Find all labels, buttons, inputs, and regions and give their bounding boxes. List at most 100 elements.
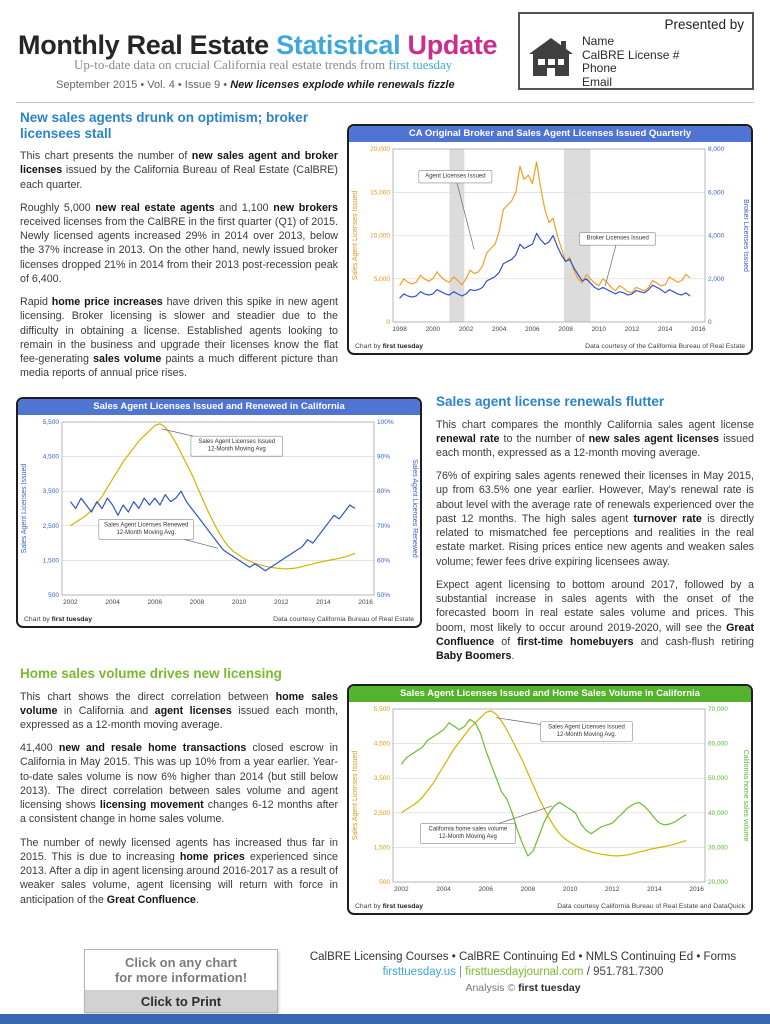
paragraph: This chart compares the monthly Californ… bbox=[436, 418, 754, 459]
chart-broker-agent-quarterly[interactable]: CA Original Broker and Sales Agent Licen… bbox=[347, 124, 753, 355]
svg-text:2002: 2002 bbox=[394, 886, 409, 893]
svg-text:2012: 2012 bbox=[625, 326, 640, 333]
svg-text:2004: 2004 bbox=[436, 886, 451, 893]
svg-text:2014: 2014 bbox=[647, 886, 662, 893]
svg-text:12-Month Moving Avg.: 12-Month Moving Avg. bbox=[557, 732, 617, 738]
svg-text:2010: 2010 bbox=[563, 886, 578, 893]
chart-credit: Chart by first tuesday bbox=[24, 616, 92, 623]
svg-text:2010: 2010 bbox=[592, 326, 607, 333]
chart-footer: Chart by first tuesday Data courtesy Cal… bbox=[349, 900, 751, 913]
svg-text:0: 0 bbox=[708, 319, 712, 326]
svg-text:4,500: 4,500 bbox=[374, 741, 391, 748]
title-part-update: Update bbox=[407, 30, 498, 61]
svg-text:2,500: 2,500 bbox=[374, 810, 391, 817]
issue-line: September 2015 • Vol. 4 • Issue 9 • New … bbox=[56, 79, 455, 91]
svg-text:500: 500 bbox=[48, 592, 59, 599]
svg-text:Broker Licenses Issued: Broker Licenses Issued bbox=[742, 199, 749, 272]
paragraph: Roughly 5,000 new real estate agents and… bbox=[20, 201, 338, 285]
svg-text:2016: 2016 bbox=[691, 326, 706, 333]
svg-text:1998: 1998 bbox=[392, 326, 407, 333]
svg-text:8,000: 8,000 bbox=[708, 146, 725, 153]
svg-text:90%: 90% bbox=[377, 454, 390, 461]
svg-text:80%: 80% bbox=[377, 488, 390, 495]
svg-text:2006: 2006 bbox=[525, 326, 540, 333]
presented-by-license: CalBRE License # bbox=[582, 47, 680, 62]
footer-analysis-line: Analysis © first tuesday bbox=[290, 982, 756, 994]
svg-text:2006: 2006 bbox=[148, 599, 163, 606]
section-heading: Home sales volume drives new licensing bbox=[20, 666, 282, 681]
title-part-main: Monthly Real Estate bbox=[18, 30, 277, 61]
footer-separator: | bbox=[455, 966, 466, 978]
chart-plot-area: 500 1,500 2,500 3,500 4,500 5,500 50% 60% 70% 80%… bbox=[18, 415, 420, 613]
subtitle-text: Up-to-date data on crucial California re… bbox=[74, 57, 389, 72]
svg-text:500: 500 bbox=[379, 879, 390, 886]
svg-text:Sales Agent Licenses Renewed: Sales Agent Licenses Renewed bbox=[411, 459, 418, 558]
chart-issued-home-sales[interactable]: Sales Agent Licenses Issued and Home Sal… bbox=[347, 684, 753, 915]
svg-text:60,000: 60,000 bbox=[708, 741, 728, 748]
svg-text:Sales Agent Licenses Issued: Sales Agent Licenses Issued bbox=[352, 191, 359, 281]
presented-by-phone: Phone bbox=[582, 61, 617, 75]
svg-text:2016: 2016 bbox=[358, 599, 373, 606]
footer-contact-line: firsttuesday.us | firsttuesdayjournal.co… bbox=[290, 966, 756, 978]
svg-text:2010: 2010 bbox=[232, 599, 247, 606]
presented-by-name: Name bbox=[582, 34, 615, 48]
svg-text:2002: 2002 bbox=[63, 599, 78, 606]
chart-footer: Chart by first tuesday Data courtesy Cal… bbox=[18, 613, 420, 626]
svg-text:12-Month Moving Avg.: 12-Month Moving Avg. bbox=[116, 530, 176, 536]
section-new-agents: New sales agents drunk on optimism; brok… bbox=[20, 110, 338, 390]
svg-text:20,000: 20,000 bbox=[708, 879, 728, 886]
chart-plot-area: 0 5,000 10,000 15,000 20,000 0 2,000 4,000 6,000… bbox=[349, 142, 751, 340]
svg-text:Sales Agent Licenses Issued: Sales Agent Licenses Issued bbox=[198, 439, 275, 445]
chart-issued-renewed[interactable]: Sales Agent Licenses Issued and Renewed … bbox=[16, 397, 422, 628]
svg-text:2004: 2004 bbox=[492, 326, 507, 333]
chart-data-source: Data courtesy of the California Bureau o… bbox=[585, 343, 745, 350]
title-part-statistical: Statistical bbox=[276, 30, 408, 61]
chart-title: Sales Agent Licenses Issued and Renewed … bbox=[18, 399, 420, 415]
issue-headline: New licenses explode while renewals fizz… bbox=[230, 79, 455, 91]
chart-plot-area: 500 1,500 2,500 3,500 4,500 5,500 20,000 30,000… bbox=[349, 702, 751, 900]
svg-text:30,000: 30,000 bbox=[708, 844, 728, 851]
brand-link[interactable]: first tuesday bbox=[388, 57, 453, 72]
subtitle: Up-to-date data on crucial California re… bbox=[74, 57, 452, 73]
svg-text:2016: 2016 bbox=[689, 886, 704, 893]
presented-by-email: Email bbox=[582, 74, 613, 89]
link-firsttuesday-us[interactable]: firsttuesday.us bbox=[382, 966, 456, 978]
page-title: Monthly Real Estate Statistical Update bbox=[18, 30, 498, 61]
svg-text:2014: 2014 bbox=[658, 326, 673, 333]
paragraph: This chart presents the number of new sa… bbox=[20, 150, 338, 191]
svg-text:2,000: 2,000 bbox=[708, 276, 725, 283]
footer-links-line: CalBRE Licensing Courses • CalBRE Contin… bbox=[309, 951, 737, 963]
presented-by-label: Presented by bbox=[664, 17, 744, 32]
footer-info: CalBRE Licensing Courses • CalBRE Contin… bbox=[290, 951, 756, 994]
section-heading: New sales agents drunk on optimism; brok… bbox=[20, 110, 309, 141]
svg-text:2006: 2006 bbox=[479, 886, 494, 893]
svg-text:2012: 2012 bbox=[274, 599, 289, 606]
svg-text:70%: 70% bbox=[377, 523, 390, 530]
promo-box: Click on any chart for more information!… bbox=[84, 949, 278, 1013]
link-firsttuesdayjournal[interactable]: firsttuesdayjournal.com bbox=[465, 966, 584, 978]
promo-line1: Click on any chart bbox=[125, 955, 237, 970]
svg-text:4,500: 4,500 bbox=[43, 454, 60, 461]
svg-text:Sales Agent Licenses Issued: Sales Agent Licenses Issued bbox=[548, 725, 625, 731]
paragraph: 41,400 new and resale home transactions … bbox=[20, 742, 339, 826]
chart-credit: Chart by first tuesday bbox=[355, 903, 423, 910]
presented-by-fields: Name CalBRE License # Phone Email bbox=[582, 34, 680, 89]
svg-text:2008: 2008 bbox=[521, 886, 536, 893]
svg-text:15,000: 15,000 bbox=[370, 189, 390, 196]
svg-text:40,000: 40,000 bbox=[708, 810, 728, 817]
svg-text:50%: 50% bbox=[377, 592, 390, 599]
analysis-prefix: Analysis © bbox=[465, 982, 519, 994]
print-button[interactable]: Click to Print bbox=[85, 990, 277, 1012]
house-icon bbox=[529, 38, 573, 76]
svg-text:2014: 2014 bbox=[316, 599, 331, 606]
paragraph: The number of newly licensed agents has … bbox=[20, 836, 338, 906]
svg-text:3,500: 3,500 bbox=[43, 488, 60, 495]
svg-text:2000: 2000 bbox=[426, 326, 441, 333]
chart-title: Sales Agent Licenses Issued and Home Sal… bbox=[349, 686, 751, 702]
analysis-brand: first tuesday bbox=[518, 982, 581, 994]
section-home-sales: Home sales volume drives new licensing T… bbox=[20, 666, 338, 916]
svg-text:10,000: 10,000 bbox=[370, 233, 390, 240]
svg-text:4,000: 4,000 bbox=[708, 233, 725, 240]
section-renewals: Sales agent license renewals flutter Thi… bbox=[436, 394, 754, 672]
svg-text:2012: 2012 bbox=[605, 886, 620, 893]
